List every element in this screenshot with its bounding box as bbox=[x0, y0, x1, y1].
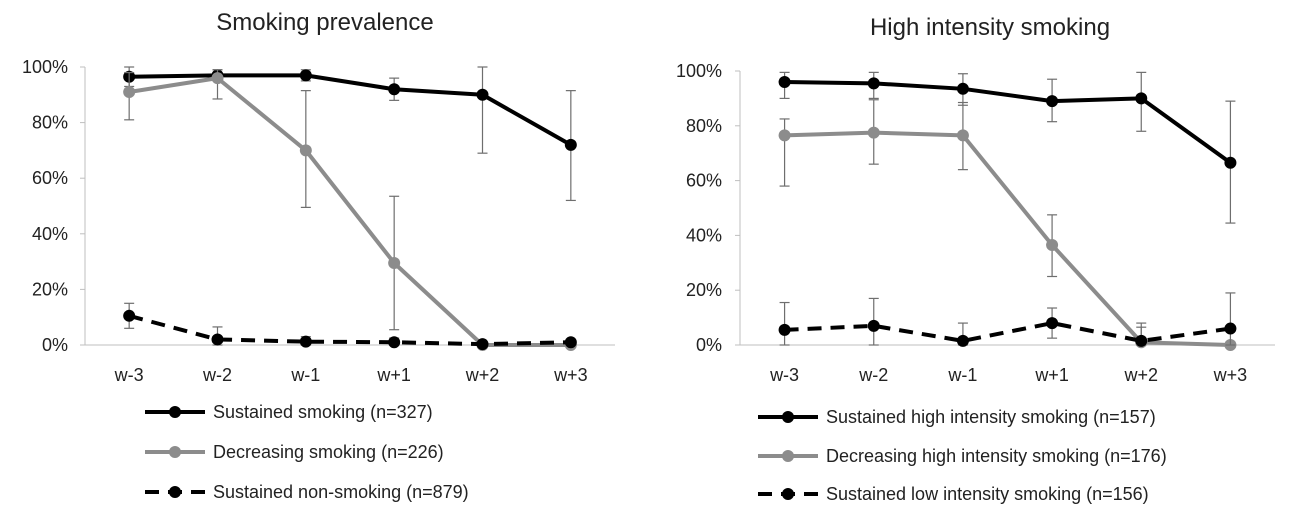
data-point bbox=[476, 88, 489, 101]
data-point bbox=[1046, 317, 1059, 330]
y-tick-label: 20% bbox=[686, 280, 722, 300]
data-point bbox=[1046, 95, 1059, 108]
data-point bbox=[778, 75, 791, 88]
chart-1: Smoking prevalence 0% 20% 40% 60% 80% 100% w-3 w… bbox=[22, 9, 615, 502]
data-point bbox=[1224, 156, 1237, 169]
y-tick-label: 80% bbox=[686, 116, 722, 136]
data-point bbox=[388, 256, 401, 269]
legend-marker bbox=[782, 411, 794, 423]
series-line bbox=[129, 73, 572, 147]
legend-label: Sustained low intensity smoking (n=156) bbox=[826, 484, 1149, 504]
series-line bbox=[784, 79, 1232, 165]
data-point bbox=[1135, 92, 1148, 105]
chart-title: Smoking prevalence bbox=[216, 9, 433, 36]
x-tick-label: w+2 bbox=[1123, 365, 1158, 385]
data-point bbox=[564, 336, 577, 349]
data-point bbox=[211, 333, 224, 346]
series-2 bbox=[778, 99, 1237, 351]
legend-marker bbox=[782, 450, 794, 462]
data-point bbox=[211, 72, 224, 85]
legend-marker bbox=[169, 446, 181, 458]
x-tick-label: w+3 bbox=[553, 365, 588, 385]
x-tick-label: w+3 bbox=[1213, 365, 1248, 385]
data-point bbox=[123, 86, 136, 99]
data-point bbox=[867, 126, 880, 139]
series-line bbox=[128, 76, 571, 347]
x-tick-label: w-3 bbox=[769, 365, 799, 385]
data-point bbox=[388, 83, 401, 96]
y-tick-label: 40% bbox=[686, 225, 722, 245]
data-point bbox=[299, 144, 312, 157]
data-point bbox=[1135, 334, 1148, 347]
chart-title: High intensity smoking bbox=[870, 14, 1110, 41]
data-point bbox=[1046, 238, 1059, 251]
series-3 bbox=[778, 292, 1237, 347]
legend-label: Sustained smoking (n=327) bbox=[213, 402, 433, 422]
series-3 bbox=[123, 302, 577, 351]
x-tick-label: w-1 bbox=[947, 365, 977, 385]
x-tick-label: w+1 bbox=[1034, 365, 1069, 385]
data-point bbox=[299, 69, 312, 82]
x-tick-label: w-2 bbox=[202, 365, 232, 385]
y-tick-label: 20% bbox=[32, 279, 68, 299]
data-point bbox=[1224, 322, 1237, 335]
series-line bbox=[784, 130, 1231, 347]
data-point bbox=[564, 138, 577, 151]
legend-label: Decreasing high intensity smoking (n=176… bbox=[826, 446, 1167, 466]
data-point bbox=[956, 334, 969, 347]
y-tick-label: 60% bbox=[32, 168, 68, 188]
data-point bbox=[778, 323, 791, 336]
legend-label: Decreasing smoking (n=226) bbox=[213, 442, 444, 462]
legend-marker bbox=[782, 488, 794, 500]
y-tick-label: 100% bbox=[676, 61, 722, 81]
data-point bbox=[123, 309, 136, 322]
data-point bbox=[867, 319, 880, 332]
data-point bbox=[956, 82, 969, 95]
legend-label: Sustained non-smoking (n=879) bbox=[213, 482, 469, 502]
series-1 bbox=[123, 66, 577, 202]
data-point bbox=[388, 336, 401, 349]
legend-marker bbox=[169, 486, 181, 498]
data-point bbox=[867, 77, 880, 90]
data-point bbox=[299, 335, 312, 348]
y-tick-label: 60% bbox=[686, 171, 722, 191]
series-line bbox=[128, 313, 571, 347]
x-tick-label: w-2 bbox=[858, 365, 888, 385]
x-tick-label: w-1 bbox=[290, 365, 320, 385]
y-tick-label: 100% bbox=[22, 57, 68, 77]
data-point bbox=[476, 338, 489, 351]
y-tick-label: 40% bbox=[32, 224, 68, 244]
legend-label: Sustained high intensity smoking (n=157) bbox=[826, 407, 1156, 427]
x-tick-label: w-3 bbox=[114, 365, 144, 385]
legend-marker bbox=[169, 406, 181, 418]
y-tick-label: 80% bbox=[32, 113, 68, 133]
x-tick-label: w+1 bbox=[376, 365, 411, 385]
series-1 bbox=[778, 71, 1237, 224]
y-tick-label: 0% bbox=[42, 335, 68, 355]
series-line bbox=[784, 321, 1231, 343]
chart-2: High intensity smoking 0% 20% 40% 60% 80% 100%… bbox=[676, 14, 1275, 504]
y-tick-label: 0% bbox=[696, 335, 722, 355]
data-point bbox=[956, 129, 969, 142]
data-point bbox=[778, 129, 791, 142]
x-tick-label: w+2 bbox=[465, 365, 500, 385]
